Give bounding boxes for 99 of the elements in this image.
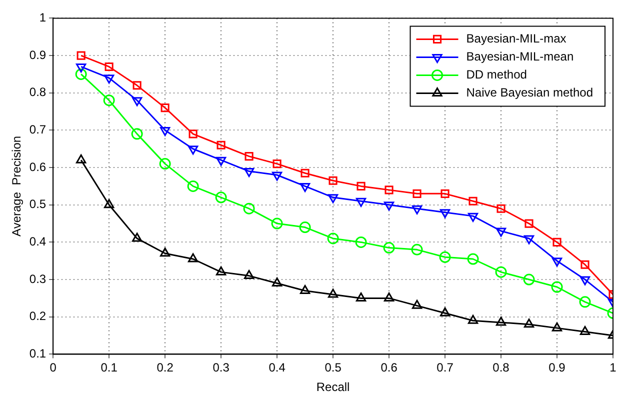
point [187, 180, 199, 192]
x-tick-label: 0.6 [380, 360, 398, 375]
point [76, 63, 86, 72]
x-tick-label: 0.8 [492, 360, 510, 375]
y-tick-label: 0.6 [29, 160, 46, 174]
point [243, 202, 255, 214]
point [524, 219, 534, 228]
point [412, 189, 422, 198]
point [104, 199, 114, 208]
x-tick-label: 1 [610, 360, 617, 375]
point [495, 266, 507, 278]
point [104, 62, 114, 72]
point [439, 251, 451, 263]
point [523, 274, 535, 286]
point [132, 81, 142, 90]
point [440, 209, 450, 218]
point [75, 68, 87, 80]
point [300, 182, 310, 192]
y-tick-label: 0.1 [29, 346, 46, 361]
point [159, 158, 171, 170]
point [215, 192, 227, 204]
point [300, 168, 310, 178]
point [356, 292, 366, 302]
point [383, 242, 395, 254]
point [411, 244, 423, 256]
point [580, 326, 590, 336]
point [244, 152, 254, 161]
point [356, 198, 366, 207]
y-tick-label: 0.5 [29, 197, 46, 212]
point [160, 104, 170, 112]
point [76, 51, 86, 60]
point [103, 94, 115, 106]
point [328, 194, 338, 204]
x-tick-label: 0.7 [436, 360, 454, 375]
y-tick-label: 0.7 [29, 122, 46, 137]
point [188, 253, 198, 262]
point [299, 222, 311, 234]
point [384, 292, 394, 302]
x-tick-label: 0.2 [156, 360, 174, 375]
point [552, 322, 562, 332]
point [328, 288, 338, 298]
x-tick-label: 0.9 [548, 360, 566, 375]
point [131, 128, 143, 140]
point [104, 74, 114, 84]
point [496, 228, 506, 237]
point [216, 156, 226, 166]
point [580, 260, 590, 269]
point [356, 182, 366, 190]
legend-label: Bayesian-MIL-max [466, 32, 566, 46]
point [188, 146, 198, 155]
point [272, 172, 282, 181]
x-tick-label: 0.3 [212, 360, 230, 375]
point [579, 296, 591, 308]
point [552, 238, 562, 246]
point [216, 266, 226, 276]
point [412, 300, 422, 309]
point [160, 248, 170, 257]
point [355, 236, 367, 248]
point [272, 160, 282, 168]
y-tick-label: 0.3 [29, 272, 46, 286]
x-axis-title: Recall [316, 380, 350, 394]
point [468, 212, 478, 222]
point [440, 307, 450, 316]
point [272, 278, 282, 287]
x-tick-label: 0 [50, 360, 57, 375]
point [496, 316, 506, 326]
y-tick-label: 0.9 [29, 48, 46, 62]
point [244, 270, 254, 280]
legend-label: DD method [466, 68, 527, 82]
point [384, 202, 394, 211]
legend-label: Naive Bayesian method [466, 86, 594, 100]
point [467, 253, 479, 265]
y-tick-label: 1 [39, 10, 46, 25]
y-tick-label: 0.4 [29, 234, 46, 249]
point [468, 196, 478, 206]
point [551, 281, 563, 293]
x-tick-label: 0.4 [268, 360, 286, 375]
legend-label: Bayesian-MIL-mean [466, 50, 574, 64]
x-tick-label: 0.1 [100, 360, 118, 375]
point [244, 168, 254, 178]
point [188, 130, 198, 138]
point [216, 140, 226, 150]
point [300, 284, 310, 294]
point [132, 97, 142, 106]
point [468, 314, 478, 324]
y-tick-label: 0.8 [29, 85, 46, 100]
point [327, 232, 339, 244]
point [412, 205, 422, 214]
point [440, 189, 450, 198]
point [524, 318, 534, 328]
y-axis-title: Average Precision [10, 136, 24, 236]
point [271, 218, 283, 230]
y-tick-label: 0.2 [29, 309, 46, 324]
point [496, 204, 506, 213]
point [328, 176, 338, 185]
point [384, 186, 394, 194]
point [160, 126, 170, 136]
point [132, 232, 142, 242]
x-tick-label: 0.5 [324, 360, 342, 375]
